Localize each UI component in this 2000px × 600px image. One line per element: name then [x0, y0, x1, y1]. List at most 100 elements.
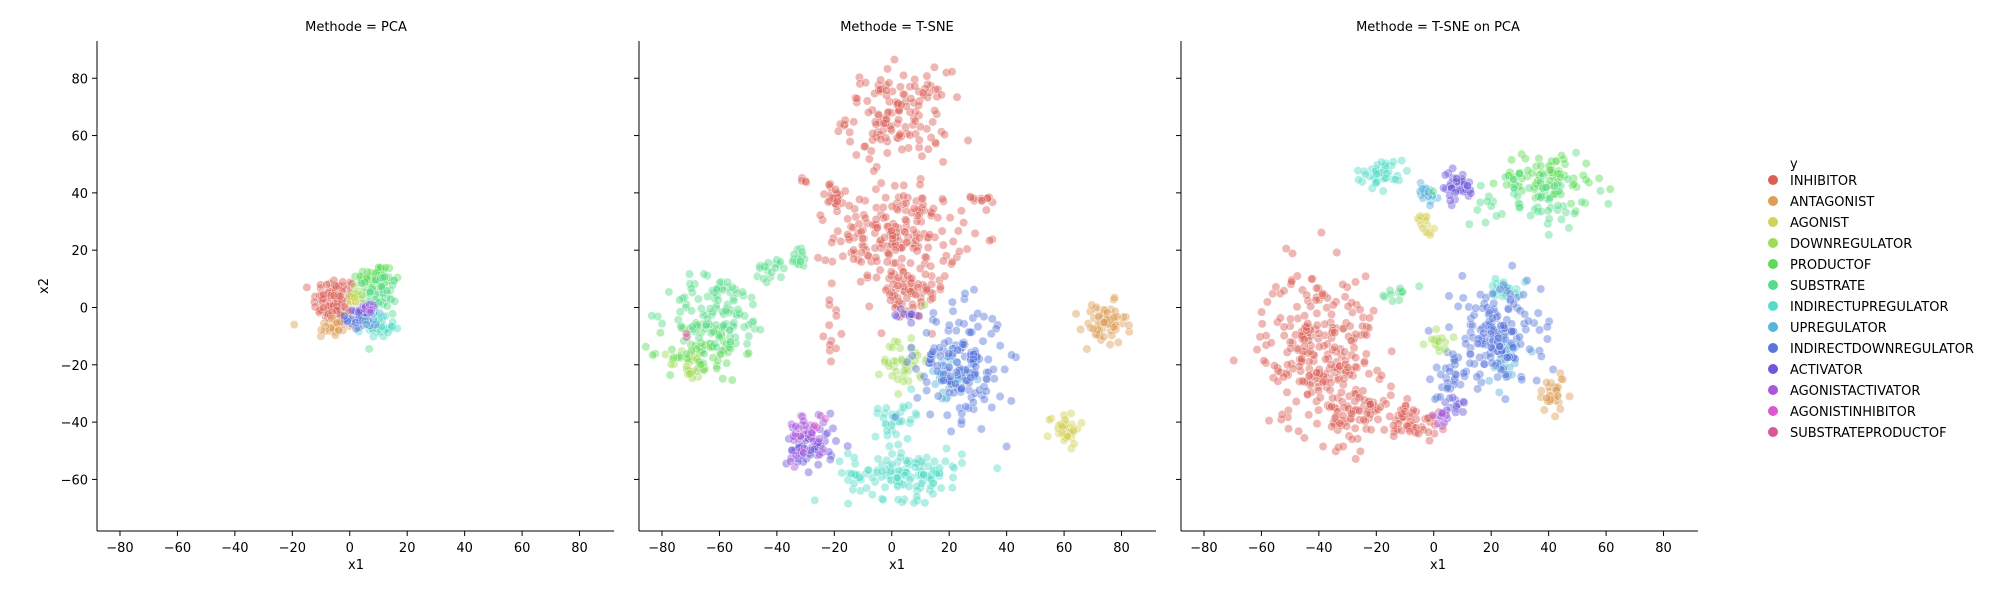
y-tick-label: 20 [71, 244, 88, 259]
scatter-point [949, 388, 959, 398]
scatter-point [1604, 199, 1613, 209]
scatter-point [664, 287, 674, 297]
scatter-point [1405, 426, 1415, 436]
scatter-point [880, 357, 890, 367]
scatter-point [859, 142, 869, 152]
scatter-point [1360, 357, 1369, 366]
scatter-point [1457, 271, 1467, 281]
scatter-point [1257, 307, 1267, 317]
scatter-point [947, 483, 957, 493]
scatter-point [1545, 165, 1555, 175]
scatter-point [1524, 183, 1534, 193]
scatter-point [886, 295, 895, 305]
scatter-point [866, 146, 876, 156]
scatter-point [962, 244, 972, 254]
scatter-point [856, 277, 866, 287]
scatter-point [820, 414, 830, 424]
scatter-point [1279, 372, 1289, 382]
scatter-point [838, 251, 848, 261]
scatter-point [1286, 344, 1296, 353]
scatter-point [1425, 436, 1434, 446]
scatter-point [1365, 313, 1375, 323]
y-tick-label: −40 [61, 416, 88, 431]
scatter-point [1252, 345, 1262, 354]
scatter-point [1330, 342, 1340, 352]
scatter-point [1302, 290, 1312, 300]
scatter-point [907, 343, 916, 352]
scatter-point [849, 254, 858, 264]
scatter-point [871, 214, 881, 224]
scatter-point [1071, 309, 1081, 319]
scatter-point [1351, 353, 1361, 362]
scatter-point [1482, 196, 1492, 206]
scatter-point [1043, 431, 1053, 441]
x-tick-label: 80 [1655, 541, 1672, 556]
scatter-point [906, 333, 916, 343]
scatter-point [799, 448, 808, 458]
scatter-point [755, 263, 765, 273]
scatter-point [832, 197, 842, 206]
scatter-point [333, 296, 343, 306]
scatter-point [893, 205, 903, 215]
scatter-point [748, 300, 758, 309]
x-tick-label: −20 [821, 541, 848, 556]
scatter-point [1488, 313, 1497, 323]
scatter-point [738, 287, 747, 297]
scatter-point [1286, 314, 1295, 324]
scatter-point [1435, 392, 1445, 402]
scatter-point [1418, 223, 1428, 233]
scatter-point [681, 329, 691, 338]
legend-marker [1768, 259, 1778, 269]
scatter-point [1543, 334, 1552, 344]
scatter-point [744, 348, 753, 358]
scatter-point [948, 306, 958, 316]
scatter-point [1320, 319, 1330, 329]
scatter-point [936, 282, 945, 292]
scatter-point [1488, 289, 1498, 298]
scatter-point [1397, 156, 1407, 166]
scatter-point [1315, 393, 1325, 402]
scatter-point [843, 441, 853, 451]
scatter-point [338, 277, 348, 287]
scatter-point [881, 193, 891, 203]
scatter-point [922, 71, 932, 81]
scatter-point [699, 269, 709, 279]
scatter-point [884, 249, 894, 259]
x-tick-label: 20 [1483, 541, 1500, 556]
scatter-point [933, 391, 943, 401]
scatter-point [904, 482, 914, 491]
scatter-point [1347, 434, 1357, 444]
scatter-point [801, 176, 810, 186]
scatter-point [694, 333, 704, 343]
scatter-point [893, 281, 903, 290]
scatter-point [968, 397, 978, 407]
scatter-point [789, 249, 799, 259]
scatter-point [1325, 385, 1335, 395]
scatter-point [877, 466, 887, 476]
scatter-point [912, 393, 922, 403]
scatter-point [799, 416, 808, 426]
scatter-point [911, 290, 921, 300]
scatter-point [899, 71, 908, 80]
scatter-point [368, 325, 377, 335]
scatter-point [1537, 351, 1546, 361]
scatter-point [938, 157, 948, 167]
scatter-point [1279, 331, 1289, 340]
x-tick-label: −40 [763, 541, 790, 556]
scatter-point [857, 240, 867, 250]
scatter-point [876, 75, 885, 85]
scatter-point [915, 180, 925, 190]
scatter-point [1570, 208, 1579, 218]
scatter-point [721, 306, 731, 316]
y-tick-label: 80 [71, 72, 88, 87]
scatter-point [1354, 175, 1364, 185]
scatter-point [1510, 184, 1520, 194]
scatter-point [1312, 368, 1322, 377]
scatter-point [894, 115, 903, 125]
scatter-point [1298, 376, 1307, 386]
scatter-point [832, 311, 841, 321]
scatter-point [873, 127, 882, 137]
scatter-point [855, 72, 864, 82]
scatter-point [948, 237, 958, 246]
